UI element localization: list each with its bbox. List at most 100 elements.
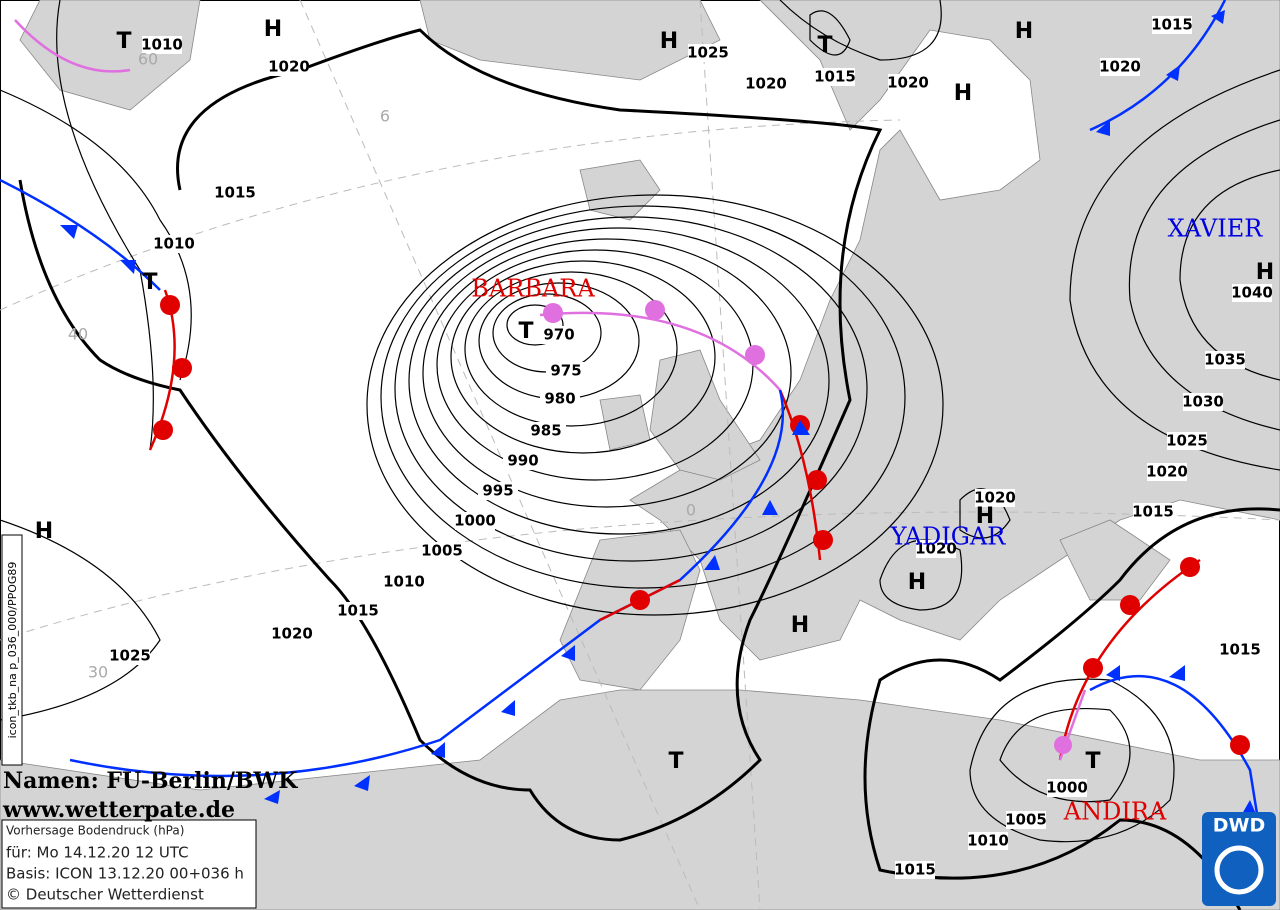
isobar bbox=[422, 238, 792, 508]
pressure-center: T bbox=[668, 749, 683, 774]
isobar-label: 1015 bbox=[894, 861, 936, 879]
isobar-label: 1020 bbox=[745, 75, 787, 93]
isobar-label: 1010 bbox=[967, 832, 1009, 850]
isobar-label: 995 bbox=[482, 482, 513, 500]
isobar-label: 1020 bbox=[915, 540, 957, 558]
info-box bbox=[1, 819, 257, 909]
fronts bbox=[0, 0, 1260, 821]
label-bg bbox=[154, 235, 194, 253]
label-bg bbox=[815, 68, 855, 86]
label-bg bbox=[688, 44, 728, 62]
label-bg bbox=[1167, 432, 1207, 450]
pressure-center: T bbox=[116, 29, 131, 54]
info-line: © Deutscher Wetterdienst bbox=[6, 886, 204, 904]
pressure-center: H bbox=[954, 81, 972, 106]
isobar-label: 1005 bbox=[1005, 811, 1047, 829]
pressure-center: T bbox=[817, 33, 832, 58]
label-bg bbox=[526, 422, 566, 440]
side-box bbox=[1, 534, 23, 766]
isobar-label: 1010 bbox=[383, 573, 425, 591]
isobar bbox=[506, 304, 564, 346]
label-bg bbox=[1147, 463, 1187, 481]
isobar-label: 1020 bbox=[271, 625, 313, 643]
isobar-label: 980 bbox=[544, 390, 575, 408]
isobar-label: 970 bbox=[543, 326, 574, 344]
label-bg bbox=[1152, 16, 1192, 34]
label-bg bbox=[1220, 641, 1260, 659]
label-bg bbox=[746, 75, 786, 93]
label-bg bbox=[455, 512, 495, 530]
label-bg bbox=[895, 861, 935, 879]
isobar-label: 1015 bbox=[1219, 641, 1261, 659]
isobar-label: 985 bbox=[530, 422, 561, 440]
isobar-label: 1020 bbox=[974, 489, 1016, 507]
pressure-center: H bbox=[35, 519, 53, 544]
isobar-label: 1025 bbox=[109, 647, 151, 665]
isobar-label: 1000 bbox=[1046, 779, 1088, 797]
pressure-center: H bbox=[264, 17, 282, 42]
isobar-label: 1020 bbox=[1146, 463, 1188, 481]
pressure-center: H bbox=[908, 570, 926, 595]
credit: www.wetterpate.de bbox=[2, 797, 235, 823]
label-bg bbox=[478, 482, 518, 500]
grid-label: 6 bbox=[380, 107, 390, 126]
logo-swirl bbox=[1214, 845, 1264, 895]
isobar bbox=[450, 260, 716, 454]
label-bg bbox=[1133, 503, 1173, 521]
isobar bbox=[408, 227, 830, 535]
isobar-label: 1005 bbox=[421, 542, 463, 560]
info-line: Basis: ICON 13.12.20 00+036 h bbox=[6, 865, 244, 883]
grid-label: 30 bbox=[88, 663, 108, 682]
isobar-label: 1015 bbox=[337, 602, 379, 620]
label-bg bbox=[422, 542, 462, 560]
isobar bbox=[394, 216, 868, 562]
label-bg bbox=[338, 602, 378, 620]
credit: Namen: FU-Berlin/BWK bbox=[3, 768, 298, 794]
label-bg bbox=[916, 540, 956, 558]
label-bg bbox=[968, 832, 1008, 850]
isobars bbox=[366, 194, 944, 616]
label-bg bbox=[110, 647, 150, 665]
isobar-label: 1040 bbox=[1231, 284, 1273, 302]
label-bg bbox=[503, 452, 543, 470]
isobar bbox=[380, 205, 906, 589]
grid-label: 0 bbox=[686, 501, 696, 520]
label-bg bbox=[1006, 811, 1046, 829]
system-name: ANDIRA bbox=[1063, 798, 1167, 826]
isobar-label: 990 bbox=[507, 452, 538, 470]
pressure-center: H bbox=[1256, 260, 1274, 285]
isobar-label: 1010 bbox=[153, 235, 195, 253]
info-line: Vorhersage Bodendruck (hPa) bbox=[6, 824, 184, 838]
isobar-label: 1035 bbox=[1204, 351, 1246, 369]
isobar-label: 1020 bbox=[268, 58, 310, 76]
label-bg bbox=[539, 326, 579, 344]
isobar-label: 1030 bbox=[1182, 393, 1224, 411]
label-bg bbox=[1205, 351, 1245, 369]
isobar-label: 1010 bbox=[141, 36, 183, 54]
isobar bbox=[366, 194, 944, 616]
isobar-label: 1025 bbox=[1166, 432, 1208, 450]
label-bg bbox=[272, 625, 312, 643]
isobar-label: 1015 bbox=[1132, 503, 1174, 521]
logo-text: DWD bbox=[1213, 815, 1266, 837]
pressure-center: T bbox=[518, 319, 533, 344]
isobar-label: 1000 bbox=[454, 512, 496, 530]
label-bg bbox=[540, 390, 580, 408]
grid-label: 60 bbox=[138, 50, 158, 69]
isobar-label: 1015 bbox=[1151, 16, 1193, 34]
isobar-label: 1015 bbox=[814, 68, 856, 86]
info-line: für: Mo 14.12.20 12 UTC bbox=[6, 844, 189, 862]
isobar-label: 1015 bbox=[214, 184, 256, 202]
label-bg bbox=[1183, 393, 1223, 411]
pressure-center: H bbox=[660, 29, 678, 54]
label-bg bbox=[384, 573, 424, 591]
isobar-label: 1020 bbox=[887, 74, 929, 92]
isobar bbox=[464, 271, 678, 427]
front-symbols bbox=[60, 10, 1256, 814]
pressure-center: H bbox=[791, 613, 809, 638]
pressure-center: T bbox=[1085, 749, 1100, 774]
isobar-label: 1020 bbox=[1099, 58, 1141, 76]
system-name: YADIGAR bbox=[890, 523, 1007, 551]
